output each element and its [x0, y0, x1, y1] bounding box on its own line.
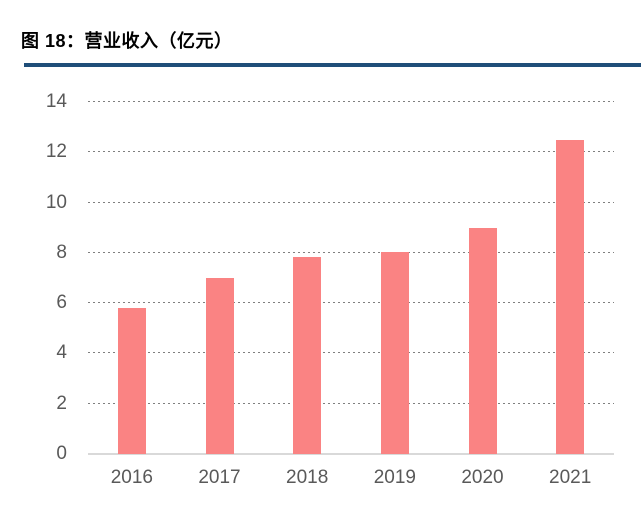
y-tick-label: 12: [45, 141, 67, 163]
x-tick-label: 2020: [461, 467, 504, 488]
figure-title: 图 18：营业收入（亿元）: [21, 31, 233, 51]
plot-area: [88, 101, 614, 455]
gridline: [88, 352, 614, 354]
title-rule: [24, 63, 641, 67]
y-tick-label: 8: [56, 241, 67, 263]
x-tick-label: 2017: [198, 467, 241, 488]
y-tick-label: 14: [45, 91, 67, 112]
x-axis-line: [88, 453, 614, 455]
x-tick-label: 2016: [110, 467, 153, 488]
x-tick-label: 2021: [549, 467, 592, 488]
x-tick-label: 2019: [373, 467, 416, 488]
bar-2017: [205, 278, 234, 454]
y-tick-label: 6: [56, 292, 67, 314]
y-tick-label: 10: [45, 191, 67, 213]
gridline: [88, 151, 614, 153]
gridline: [88, 302, 614, 304]
bar-2018: [293, 256, 322, 454]
bar-2016: [117, 308, 146, 454]
bar-2019: [380, 251, 409, 454]
gridline: [88, 101, 614, 102]
gridline: [88, 201, 614, 203]
bar-2020: [468, 227, 497, 454]
bar-2021: [556, 139, 585, 454]
x-tick-label: 2018: [286, 467, 329, 488]
gridline: [88, 402, 614, 404]
y-tick-label: 4: [56, 342, 67, 364]
y-tick-label: 0: [56, 443, 67, 464]
gridline: [88, 251, 614, 253]
y-tick-label: 2: [56, 392, 67, 414]
